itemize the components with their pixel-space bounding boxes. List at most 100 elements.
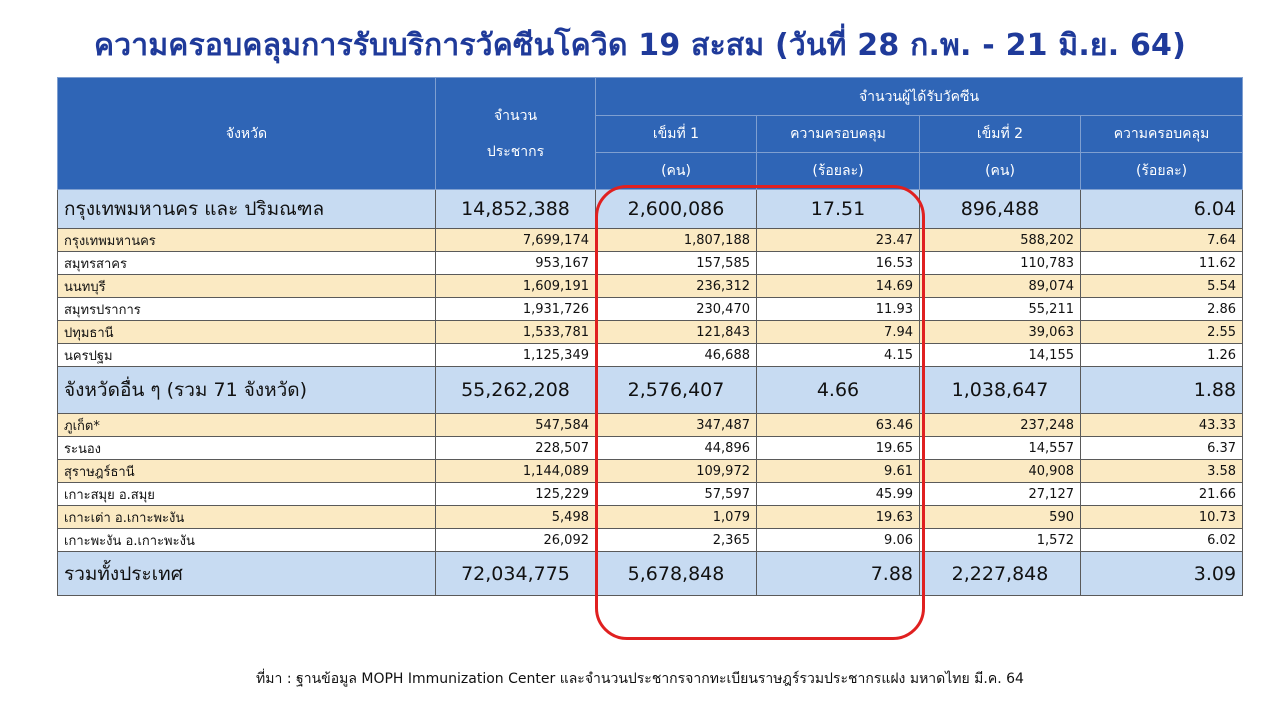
row-population: 1,533,781 bbox=[435, 320, 596, 344]
header-coverage2-unit: (ร้อยละ) bbox=[1079, 152, 1244, 190]
row-coverage2: 1.88 bbox=[1079, 366, 1244, 414]
row-population: 55,262,208 bbox=[435, 366, 596, 414]
row-coverage1: 7.94 bbox=[756, 320, 920, 344]
row-province: สุราษฎร์ธานี bbox=[57, 459, 436, 483]
header-coverage1: ความครอบคลุม bbox=[756, 115, 920, 153]
row-dose2: 1,038,647 bbox=[919, 366, 1081, 414]
row-province: กรุงเทพมหานคร bbox=[57, 228, 436, 252]
row-dose2: 39,063 bbox=[919, 320, 1081, 344]
table-row: เกาะเต่า อ.เกาะพะงัน 5,498 1,079 19.63 5… bbox=[57, 505, 1244, 529]
row-coverage1: 19.63 bbox=[756, 505, 920, 529]
row-coverage1: 7.88 bbox=[756, 551, 920, 596]
row-dose2: 40,908 bbox=[919, 459, 1081, 483]
row-coverage2: 1.26 bbox=[1079, 343, 1244, 367]
table-row: สมุทรสาคร 953,167 157,585 16.53 110,783 … bbox=[57, 251, 1244, 275]
table-row: เกาะพะงัน อ.เกาะพะงัน 26,092 2,365 9.06 … bbox=[57, 528, 1244, 552]
table-row: ระนอง 228,507 44,896 19.65 14,557 6.37 bbox=[57, 436, 1244, 460]
row-dose1: 347,487 bbox=[595, 413, 757, 437]
row-dose2: 27,127 bbox=[919, 482, 1081, 506]
row-dose2: 237,248 bbox=[919, 413, 1081, 437]
header-population-l2: ประชากร bbox=[486, 143, 545, 160]
header-coverage1-unit: (ร้อยละ) bbox=[756, 152, 920, 190]
row-dose2: 588,202 bbox=[919, 228, 1081, 252]
row-province: ระนอง bbox=[57, 436, 436, 460]
row-coverage1: 63.46 bbox=[756, 413, 920, 437]
header-vaccinated-group: จำนวนผู้ได้รับวัคซีน bbox=[594, 77, 1244, 116]
header-population-l1: จำนวน bbox=[493, 107, 538, 124]
header-dose1: เข็มที่ 1 bbox=[595, 115, 757, 153]
row-population: 1,931,726 bbox=[435, 297, 596, 321]
row-coverage1: 11.93 bbox=[756, 297, 920, 321]
table-row: สุราษฎร์ธานี 1,144,089 109,972 9.61 40,9… bbox=[57, 459, 1244, 483]
row-coverage2: 6.04 bbox=[1079, 189, 1244, 229]
row-coverage2: 5.54 bbox=[1079, 274, 1244, 298]
row-population: 5,498 bbox=[435, 505, 596, 529]
row-dose1: 2,600,086 bbox=[595, 189, 757, 229]
row-population: 228,507 bbox=[435, 436, 596, 460]
row-population: 125,229 bbox=[435, 482, 596, 506]
row-province: เกาะเต่า อ.เกาะพะงัน bbox=[57, 505, 436, 529]
header-dose2: เข็มที่ 2 bbox=[919, 115, 1081, 153]
table-row: รวมทั้งประเทศ 72,034,775 5,678,848 7.88 … bbox=[57, 551, 1244, 596]
row-dose2: 896,488 bbox=[919, 189, 1081, 229]
table-row: นนทบุรี 1,609,191 236,312 14.69 89,074 5… bbox=[57, 274, 1244, 298]
row-coverage1: 16.53 bbox=[756, 251, 920, 275]
row-dose1: 2,576,407 bbox=[595, 366, 757, 414]
row-coverage2: 2.55 bbox=[1079, 320, 1244, 344]
row-province: ปทุมธานี bbox=[57, 320, 436, 344]
row-population: 7,699,174 bbox=[435, 228, 596, 252]
row-province: สมุทรสาคร bbox=[57, 251, 436, 275]
row-coverage1: 4.15 bbox=[756, 343, 920, 367]
row-dose1: 44,896 bbox=[595, 436, 757, 460]
row-province: เกาะพะงัน อ.เกาะพะงัน bbox=[57, 528, 436, 552]
row-coverage1: 17.51 bbox=[756, 189, 920, 229]
row-dose2: 2,227,848 bbox=[919, 551, 1081, 596]
header-coverage2: ความครอบคลุม bbox=[1079, 115, 1244, 153]
row-province: เกาะสมุย อ.สมุย bbox=[57, 482, 436, 506]
row-coverage1: 9.61 bbox=[756, 459, 920, 483]
row-province: นนทบุรี bbox=[57, 274, 436, 298]
row-population: 14,852,388 bbox=[435, 189, 596, 229]
row-coverage2: 6.37 bbox=[1079, 436, 1244, 460]
row-dose1: 1,079 bbox=[595, 505, 757, 529]
row-population: 547,584 bbox=[435, 413, 596, 437]
table-row: ภูเก็ต* 547,584 347,487 63.46 237,248 43… bbox=[57, 413, 1244, 437]
row-coverage2: 6.02 bbox=[1079, 528, 1244, 552]
header-province: จังหวัด bbox=[57, 77, 436, 190]
table-row: ปทุมธานี 1,533,781 121,843 7.94 39,063 2… bbox=[57, 320, 1244, 344]
row-population: 1,609,191 bbox=[435, 274, 596, 298]
header-population: จำนวน ประชากร bbox=[435, 77, 596, 190]
row-dose2: 14,557 bbox=[919, 436, 1081, 460]
row-dose2: 110,783 bbox=[919, 251, 1081, 275]
vaccination-table: จังหวัด จำนวน ประชากร จำนวนผู้ได้รับวัคซ… bbox=[57, 77, 1244, 596]
table-row: เกาะสมุย อ.สมุย 125,229 57,597 45.99 27,… bbox=[57, 482, 1244, 506]
row-dose1: 109,972 bbox=[595, 459, 757, 483]
row-coverage1: 45.99 bbox=[756, 482, 920, 506]
row-coverage2: 3.58 bbox=[1079, 459, 1244, 483]
row-coverage1: 23.47 bbox=[756, 228, 920, 252]
row-dose1: 5,678,848 bbox=[595, 551, 757, 596]
row-coverage2: 43.33 bbox=[1079, 413, 1244, 437]
header-dose1-unit: (คน) bbox=[595, 152, 757, 190]
table-row: นครปฐม 1,125,349 46,688 4.15 14,155 1.26 bbox=[57, 343, 1244, 367]
row-dose1: 121,843 bbox=[595, 320, 757, 344]
row-coverage1: 14.69 bbox=[756, 274, 920, 298]
page-title: ความครอบคลุมการรับบริการวัคซีนโควิด 19 ส… bbox=[93, 28, 1187, 63]
table-row: กรุงเทพมหานคร และ ปริมณฑล 14,852,388 2,6… bbox=[57, 189, 1244, 229]
row-dose1: 1,807,188 bbox=[595, 228, 757, 252]
row-province: นครปฐม bbox=[57, 343, 436, 367]
row-dose1: 230,470 bbox=[595, 297, 757, 321]
row-province: รวมทั้งประเทศ bbox=[57, 551, 436, 596]
row-coverage1: 9.06 bbox=[756, 528, 920, 552]
row-population: 72,034,775 bbox=[435, 551, 596, 596]
row-coverage2: 11.62 bbox=[1079, 251, 1244, 275]
row-dose1: 236,312 bbox=[595, 274, 757, 298]
row-coverage2: 10.73 bbox=[1079, 505, 1244, 529]
row-population: 1,144,089 bbox=[435, 459, 596, 483]
row-province: จังหวัดอื่น ๆ (รวม 71 จังหวัด) bbox=[57, 366, 436, 414]
row-coverage2: 7.64 bbox=[1079, 228, 1244, 252]
row-coverage2: 2.86 bbox=[1079, 297, 1244, 321]
header-dose2-unit: (คน) bbox=[919, 152, 1081, 190]
row-dose2: 89,074 bbox=[919, 274, 1081, 298]
row-population: 26,092 bbox=[435, 528, 596, 552]
